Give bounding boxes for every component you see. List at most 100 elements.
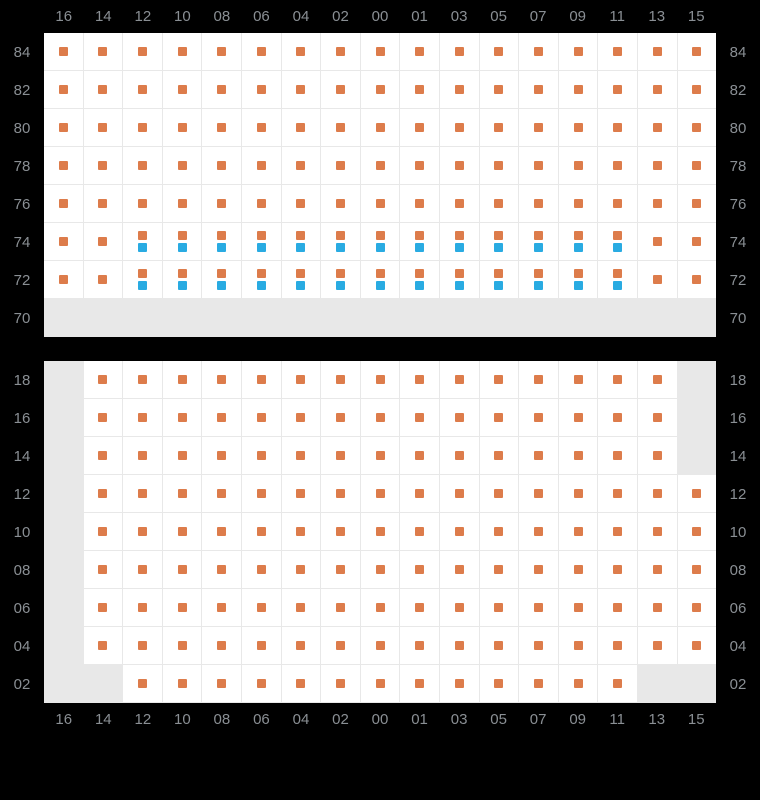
seat-cell[interactable] [678,147,717,185]
seat-cell[interactable] [519,513,559,551]
seat-cell[interactable] [282,261,322,299]
seat-cell[interactable] [480,513,520,551]
seat-cell[interactable] [202,437,242,475]
seat-cell[interactable] [242,475,282,513]
seat-cell[interactable] [282,551,322,589]
seat-cell[interactable] [242,223,282,261]
seat-cell[interactable] [519,71,559,109]
seat-cell[interactable] [163,399,203,437]
seat-cell[interactable] [242,185,282,223]
seat-cell[interactable] [163,513,203,551]
seat-cell[interactable] [480,147,520,185]
seat-cell[interactable] [123,361,163,399]
seat-cell[interactable] [282,71,322,109]
seat-cell[interactable] [559,551,599,589]
seat-cell[interactable] [84,33,124,71]
seat-cell[interactable] [202,261,242,299]
seat-cell[interactable] [598,551,638,589]
seat-cell[interactable] [361,665,401,703]
seat-cell[interactable] [282,627,322,665]
seat-cell[interactable] [519,147,559,185]
seat-cell[interactable] [519,399,559,437]
seat-cell[interactable] [242,261,282,299]
seat-cell[interactable] [678,109,717,147]
seat-cell[interactable] [361,361,401,399]
seat-cell[interactable] [480,185,520,223]
seat-cell[interactable] [598,475,638,513]
seat-cell[interactable] [519,109,559,147]
seat-cell[interactable] [123,71,163,109]
seat-cell[interactable] [123,589,163,627]
seat-cell[interactable] [202,627,242,665]
seat-cell[interactable] [84,185,124,223]
seat-cell[interactable] [361,399,401,437]
seat-cell[interactable] [638,261,678,299]
seat-cell[interactable] [44,261,84,299]
seat-cell[interactable] [559,437,599,475]
seat-cell[interactable] [400,109,440,147]
seat-cell[interactable] [638,109,678,147]
seat-cell[interactable] [440,223,480,261]
seat-cell[interactable] [400,261,440,299]
seat-cell[interactable] [84,627,124,665]
seat-cell[interactable] [678,71,717,109]
seat-cell[interactable] [400,147,440,185]
seat-cell[interactable] [282,513,322,551]
seat-cell[interactable] [242,437,282,475]
seat-cell[interactable] [678,185,717,223]
seat-cell[interactable] [559,589,599,627]
seat-cell[interactable] [242,665,282,703]
seat-cell[interactable] [400,185,440,223]
seat-cell[interactable] [559,223,599,261]
seat-cell[interactable] [123,399,163,437]
seat-cell[interactable] [163,361,203,399]
seat-cell[interactable] [282,475,322,513]
seat-cell[interactable] [123,475,163,513]
seat-cell[interactable] [44,185,84,223]
seat-cell[interactable] [321,223,361,261]
seat-cell[interactable] [163,223,203,261]
seat-cell[interactable] [361,627,401,665]
seat-cell[interactable] [559,475,599,513]
seat-cell[interactable] [282,399,322,437]
seat-cell[interactable] [678,33,717,71]
seat-cell[interactable] [123,437,163,475]
seat-cell[interactable] [598,71,638,109]
seat-cell[interactable] [559,33,599,71]
seat-cell[interactable] [163,33,203,71]
seat-cell[interactable] [480,475,520,513]
seat-cell[interactable] [480,223,520,261]
seat-cell[interactable] [440,627,480,665]
seat-cell[interactable] [440,513,480,551]
seat-cell[interactable] [84,551,124,589]
seat-cell[interactable] [519,361,559,399]
seat-cell[interactable] [440,475,480,513]
seat-cell[interactable] [678,223,717,261]
seat-cell[interactable] [559,71,599,109]
seat-cell[interactable] [400,475,440,513]
seat-cell[interactable] [321,109,361,147]
seat-cell[interactable] [678,589,717,627]
seat-cell[interactable] [440,361,480,399]
seat-cell[interactable] [598,589,638,627]
seat-cell[interactable] [361,185,401,223]
seat-cell[interactable] [480,71,520,109]
seat-cell[interactable] [361,589,401,627]
seat-cell[interactable] [638,185,678,223]
seat-cell[interactable] [559,627,599,665]
seat-cell[interactable] [202,513,242,551]
seat-cell[interactable] [559,261,599,299]
seat-cell[interactable] [598,437,638,475]
seat-cell[interactable] [400,513,440,551]
seat-cell[interactable] [519,33,559,71]
seat-cell[interactable] [519,665,559,703]
seat-cell[interactable] [598,665,638,703]
seat-cell[interactable] [242,147,282,185]
seat-cell[interactable] [321,551,361,589]
seat-cell[interactable] [84,147,124,185]
seat-cell[interactable] [321,71,361,109]
seat-cell[interactable] [282,147,322,185]
seat-cell[interactable] [519,437,559,475]
seat-cell[interactable] [598,513,638,551]
seat-cell[interactable] [202,551,242,589]
